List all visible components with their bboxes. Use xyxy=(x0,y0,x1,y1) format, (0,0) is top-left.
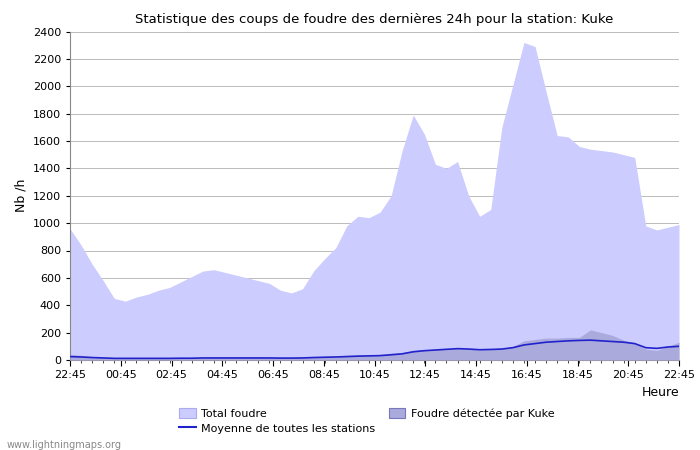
Text: www.lightningmaps.org: www.lightningmaps.org xyxy=(7,440,122,450)
Y-axis label: Nb /h: Nb /h xyxy=(14,179,27,212)
Legend: Total foudre, Moyenne de toutes les stations, Foudre détectée par Kuke: Total foudre, Moyenne de toutes les stat… xyxy=(179,408,554,434)
Title: Statistique des coups de foudre des dernières 24h pour la station: Kuke: Statistique des coups de foudre des dern… xyxy=(135,13,614,26)
Text: Heure: Heure xyxy=(641,386,679,399)
